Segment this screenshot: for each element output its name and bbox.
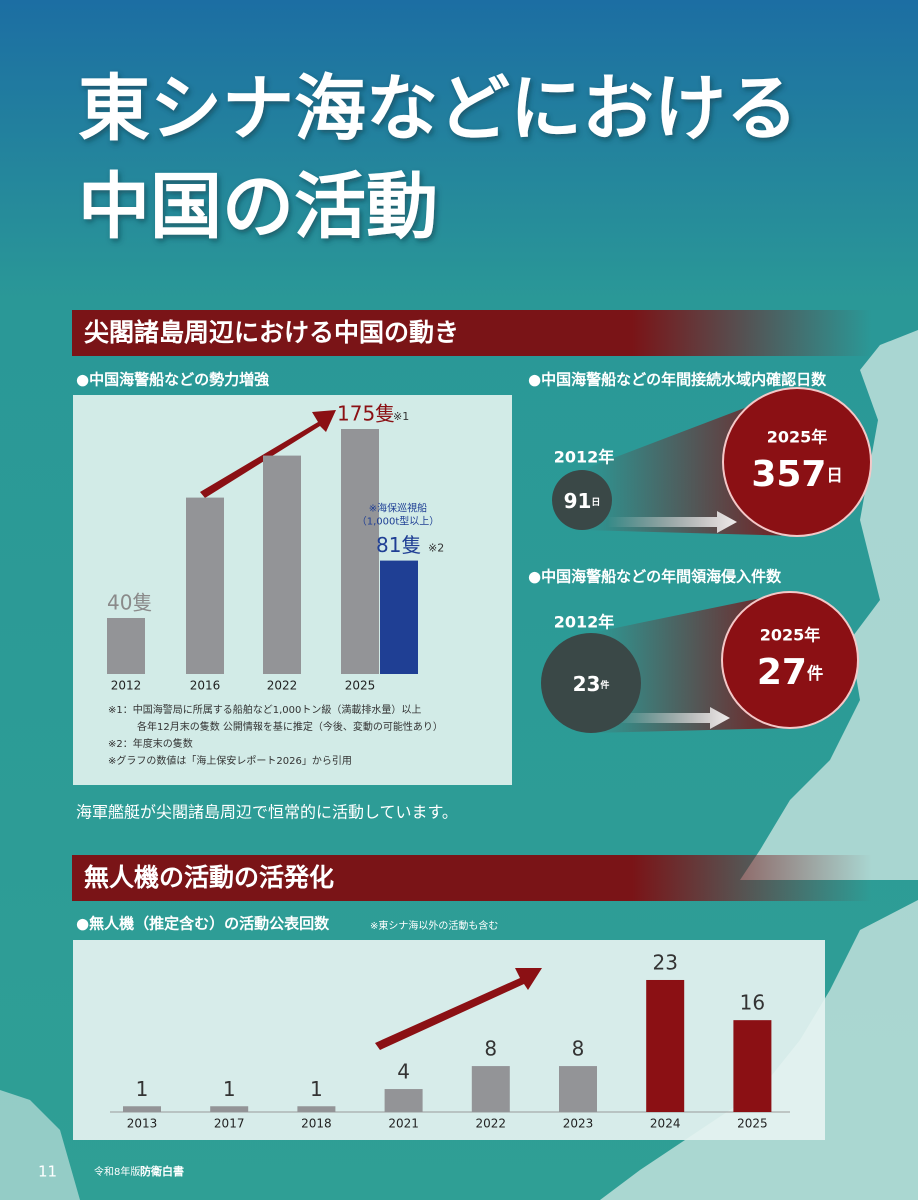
x-tick-label: 2023 <box>563 1117 594 1131</box>
circle-from <box>552 470 612 530</box>
land <box>740 330 918 880</box>
bar-annotation: ※海保巡視船 <box>369 502 427 515</box>
x-tick-label: 2016 <box>190 679 221 693</box>
value-label: 1 <box>223 1077 236 1101</box>
comparison-arrow <box>616 707 730 729</box>
trend-arrow <box>200 410 336 498</box>
value-note: ※2 <box>428 542 444 555</box>
trend-arrow <box>375 968 542 1050</box>
bar <box>559 1066 597 1112</box>
circle-from <box>541 633 641 733</box>
page-number: 11 <box>38 1163 57 1181</box>
bar <box>123 1106 161 1112</box>
value-label: 1 <box>136 1077 149 1101</box>
publication: 防衛白書 <box>140 1164 184 1178</box>
count-value: 91 <box>564 489 592 513</box>
x-tick-label: 2025 <box>737 1117 768 1131</box>
bar-annotation: （1,000t型以上） <box>357 515 440 528</box>
count-value: 357 <box>751 454 826 495</box>
x-tick-label: 2013 <box>127 1117 158 1131</box>
bar <box>646 979 685 1112</box>
x-tick-label: 2021 <box>388 1117 419 1131</box>
title: 東シナ海などにおける <box>78 67 798 151</box>
chart-caption: ●中国海警船などの勢力増強 <box>76 371 269 389</box>
circle-to <box>722 387 872 537</box>
bar <box>384 1089 423 1112</box>
bar <box>471 1066 510 1112</box>
x-tick-label: 2018 <box>301 1117 332 1131</box>
bar <box>210 1106 249 1112</box>
x-tick-label: 2022 <box>476 1117 507 1131</box>
bar <box>380 560 418 674</box>
count-unit: 件 <box>807 664 823 683</box>
value-note: ※1 <box>393 410 409 423</box>
value-label: 81隻 <box>376 533 421 557</box>
count-unit: 日 <box>826 466 842 485</box>
section-heading: 尖閣諸島周辺における中国の動き <box>84 318 459 347</box>
x-tick-label: 2017 <box>214 1117 245 1131</box>
value-label: 1 <box>310 1077 323 1101</box>
bar <box>341 429 379 674</box>
chart-note: ※1：中国海警局に所属する船舶など1,000トン級（満載排水量）以上 <box>108 703 421 716</box>
land <box>0 1090 80 1200</box>
count: 91日 <box>564 489 601 513</box>
count-value: 23 <box>573 672 601 696</box>
land <box>600 900 918 1200</box>
x-tick-label: 2022 <box>267 679 298 693</box>
year-label: 2012年 <box>554 613 615 632</box>
title: 中国の活動 <box>78 165 438 249</box>
year-label: 2025年 <box>760 626 821 645</box>
section-band <box>72 310 872 356</box>
year-label: 2012年 <box>554 448 615 467</box>
count-unit: 件 <box>600 679 609 691</box>
count: 27件 <box>757 652 823 693</box>
value-label: 23 <box>652 950 677 974</box>
chart-caption: ●中国海警船などの年間領海侵入件数 <box>528 568 782 586</box>
x-tick-label: 2025 <box>345 679 376 693</box>
section-band <box>72 855 872 901</box>
chart-note: ※2：年度末の隻数 <box>108 737 193 750</box>
bar <box>263 455 301 674</box>
chart-panel <box>73 940 825 1140</box>
chart-note: ※グラフの数値は「海上保安レポート2026」から引用 <box>108 754 352 767</box>
count-value: 27 <box>757 652 807 693</box>
chart-note: ※東シナ海以外の活動も含む <box>370 919 498 932</box>
bar <box>733 1020 772 1112</box>
value-label: 4 <box>397 1060 410 1084</box>
year-label: 2025年 <box>767 428 828 447</box>
bar <box>107 618 145 674</box>
chart-caption: ●中国海警船などの年間接続水域内確認日数 <box>528 371 827 389</box>
count-unit: 日 <box>591 497 600 508</box>
bar <box>186 497 224 674</box>
value-label: 16 <box>740 991 765 1015</box>
value-label: 40隻 <box>107 591 152 615</box>
section-heading: 無人機の活動の活発化 <box>84 863 334 892</box>
comparison-arrow <box>607 511 737 533</box>
value-label: 175隻 <box>337 402 395 426</box>
count: 23件 <box>573 672 610 696</box>
x-tick-label: 2012 <box>111 679 142 693</box>
value-label: 8 <box>484 1037 497 1061</box>
count: 357日 <box>751 454 842 495</box>
edition: 令和8年版 <box>94 1165 140 1178</box>
chart-note: 各年12月末の隻数 公開情報を基に推定（今後、変動の可能性あり） <box>137 720 443 733</box>
statement: 海軍艦艇が尖閣諸島周辺で恒常的に活動しています。 <box>76 803 458 822</box>
chart-caption: ●無人機（推定含む）の活動公表回数 <box>76 915 330 933</box>
bar <box>297 1106 336 1112</box>
circle-to <box>721 591 859 729</box>
value-label: 8 <box>572 1037 585 1061</box>
x-tick-label: 2024 <box>650 1117 681 1131</box>
